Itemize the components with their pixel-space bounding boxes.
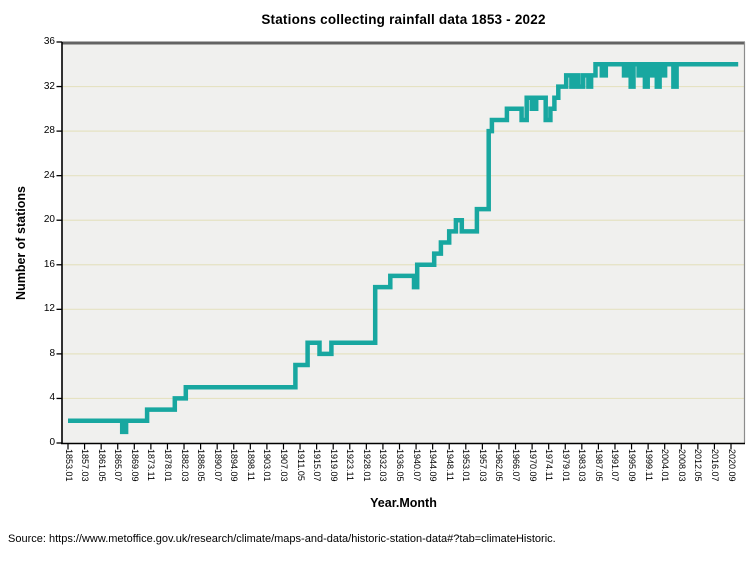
x-tick-label: 1928.01: [361, 449, 372, 482]
x-tick-label: 1898.11: [245, 449, 256, 481]
x-tick-label: 1869.09: [129, 449, 140, 482]
y-tick-label: 20: [43, 214, 55, 226]
x-tick-label: 1957.03: [477, 449, 488, 482]
x-tick-label: 1911.05: [295, 449, 306, 481]
y-tick-label: 32: [43, 80, 55, 92]
x-tick-label: 1882.03: [179, 449, 190, 482]
x-tick-label: 1923.11: [345, 449, 356, 481]
x-tick-label: 1995.09: [627, 449, 638, 482]
x-tick-label: 2004.01: [660, 449, 671, 482]
y-tick-label: 4: [49, 392, 55, 404]
y-tick-label: 24: [43, 169, 55, 181]
x-tick-label: 2016.07: [709, 449, 720, 482]
x-tick-label: 1890.07: [212, 449, 223, 482]
x-tick-label: 1873.11: [146, 449, 157, 481]
x-tick-label: 1962.05: [494, 449, 505, 482]
x-tick-label: 1903.01: [262, 449, 273, 482]
x-tick-label: 1987.05: [593, 449, 604, 482]
x-tick-label: 1983.03: [577, 449, 588, 482]
x-tick-label: 1970.09: [527, 449, 538, 482]
x-axis-title: Year.Month: [370, 496, 437, 510]
data-series-line: [68, 62, 739, 435]
x-tick-label: 1919.09: [328, 449, 339, 482]
source-citation: Source: https://www.metoffice.gov.uk/res…: [8, 533, 556, 545]
x-tick-label: 1974.11: [544, 449, 555, 481]
x-tick-label: 1932.03: [378, 449, 389, 482]
x-tick-label: 2012.05: [693, 449, 704, 482]
x-tick-label: 1861.05: [96, 449, 107, 482]
x-tick-label: 1999.11: [643, 449, 654, 481]
y-tick-label: 0: [49, 437, 55, 448]
y-tick-label: 16: [43, 258, 55, 270]
y-tick-label: 8: [49, 347, 55, 359]
x-tick-label: 2008.03: [676, 449, 687, 482]
x-tick-label: 1853.01: [63, 449, 74, 482]
x-tick-label: 1953.01: [461, 449, 472, 482]
x-tick-label: 1915.07: [312, 449, 323, 482]
x-tick-label: 1940.07: [411, 449, 422, 482]
x-tick-label: 1878.01: [162, 449, 173, 482]
x-tick-label: 1944.09: [428, 449, 439, 482]
y-tick-label: 12: [43, 303, 55, 315]
x-tick-label: 1886.05: [196, 449, 207, 482]
x-tick-label: 1979.01: [560, 449, 571, 482]
plot-background: [62, 42, 745, 443]
y-tick-label: 28: [43, 125, 55, 137]
x-tick-label: 1991.07: [610, 449, 621, 482]
chart-title: Stations collecting rainfall data 1853 -…: [261, 12, 546, 27]
x-tick-label: 1936.05: [395, 449, 405, 482]
x-tick-label: 2020.09: [726, 449, 737, 482]
x-tick-label: 1894.09: [229, 449, 240, 482]
x-tick-label: 1865.07: [113, 449, 124, 482]
x-tick-label: 1857.03: [80, 449, 91, 482]
x-tick-label: 1907.03: [278, 449, 289, 482]
x-tick-label: 1966.07: [511, 449, 522, 482]
x-tick-label: 1948.11: [444, 449, 455, 481]
y-tick-label: 36: [43, 36, 55, 47]
